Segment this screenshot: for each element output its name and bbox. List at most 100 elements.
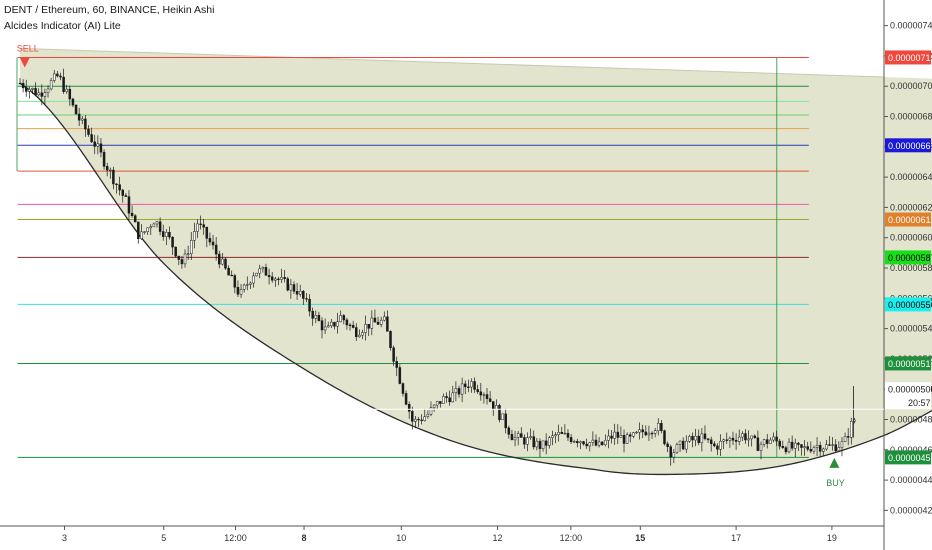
candle-body bbox=[351, 325, 355, 328]
candle-body bbox=[133, 215, 137, 223]
candle-body bbox=[638, 429, 641, 433]
candle-body bbox=[731, 437, 735, 441]
candle-body bbox=[706, 438, 710, 441]
candle-body bbox=[579, 441, 582, 444]
candle-body bbox=[367, 324, 370, 329]
candle-body bbox=[551, 435, 554, 439]
candle-body bbox=[146, 227, 149, 232]
candle-body bbox=[532, 436, 535, 448]
candle-body bbox=[616, 431, 620, 438]
candle-body bbox=[389, 331, 392, 349]
candle-body bbox=[233, 275, 237, 288]
candle-body bbox=[837, 447, 841, 452]
candle-body bbox=[657, 423, 660, 431]
buy-arrow bbox=[829, 457, 840, 468]
candle-body bbox=[557, 432, 560, 436]
candle-body bbox=[479, 391, 483, 396]
candle-body bbox=[572, 441, 576, 443]
candle-body bbox=[345, 319, 349, 326]
candle-body bbox=[130, 212, 134, 216]
candle-body bbox=[255, 272, 258, 277]
candle-body bbox=[52, 73, 56, 81]
candle-body bbox=[180, 259, 184, 265]
candle-body bbox=[685, 440, 688, 450]
candle-body bbox=[43, 92, 47, 97]
candle-body bbox=[750, 435, 753, 440]
candle-body bbox=[563, 432, 567, 435]
candle-body bbox=[429, 407, 433, 415]
candle-body bbox=[812, 447, 816, 452]
candle-body bbox=[127, 196, 131, 214]
candle-body bbox=[597, 441, 601, 446]
candle-body bbox=[161, 231, 165, 237]
candle-body bbox=[834, 444, 837, 452]
candle-body bbox=[507, 427, 511, 435]
candle-body bbox=[709, 439, 713, 444]
candle-body bbox=[828, 444, 831, 446]
candle-body bbox=[697, 435, 700, 443]
candle-body bbox=[463, 383, 467, 388]
candle-body bbox=[379, 319, 383, 325]
candle-body bbox=[68, 88, 72, 100]
candle-body bbox=[411, 411, 414, 422]
candle-body bbox=[333, 321, 336, 327]
candle-body bbox=[482, 394, 486, 396]
candle-body bbox=[189, 240, 193, 254]
candle-body bbox=[600, 441, 604, 445]
candle-body bbox=[747, 438, 750, 441]
candle-body bbox=[227, 267, 230, 276]
candle-body bbox=[376, 321, 380, 325]
candle-body bbox=[442, 396, 445, 404]
upper-boundary-line bbox=[19, 47, 885, 78]
candle-body bbox=[691, 436, 694, 441]
candle-body bbox=[205, 226, 209, 239]
candle-body bbox=[672, 452, 676, 458]
candle-body bbox=[339, 315, 342, 323]
candle-body bbox=[725, 439, 729, 441]
candle-body bbox=[850, 421, 853, 438]
candle-body bbox=[632, 432, 635, 437]
candle-body bbox=[492, 401, 495, 410]
candle-body bbox=[703, 433, 707, 439]
candle-body bbox=[109, 169, 112, 172]
candle-body bbox=[320, 320, 324, 331]
candle-body bbox=[261, 267, 265, 270]
candle-body bbox=[451, 392, 455, 403]
candle-body bbox=[386, 316, 389, 332]
candle-body bbox=[242, 284, 246, 290]
indicator-name: Alcides Indicator (AI) Lite bbox=[4, 20, 121, 32]
candle-body bbox=[193, 231, 196, 241]
candle-body bbox=[286, 278, 290, 291]
candle-body bbox=[74, 104, 78, 115]
candle-body bbox=[46, 88, 50, 93]
candle-body bbox=[560, 432, 563, 434]
candle-body bbox=[208, 238, 212, 243]
candle-body bbox=[741, 433, 744, 438]
candle-body bbox=[576, 441, 579, 444]
candle-body bbox=[815, 445, 819, 448]
candle-body bbox=[644, 431, 648, 436]
current-price-label: 0.00000500 bbox=[888, 385, 932, 395]
candle-body bbox=[457, 388, 461, 395]
price-tag bbox=[885, 297, 931, 312]
candle-body bbox=[775, 436, 778, 442]
price-tag bbox=[885, 138, 931, 153]
candle-body bbox=[669, 446, 672, 458]
candle-body bbox=[423, 416, 427, 421]
candle-body bbox=[330, 321, 333, 326]
candle-body bbox=[342, 315, 346, 321]
candle-body bbox=[373, 317, 377, 323]
candle-body bbox=[270, 276, 274, 281]
price-tag bbox=[885, 450, 931, 465]
candle-body bbox=[417, 418, 420, 421]
candle-body bbox=[588, 442, 592, 447]
candle-body bbox=[653, 430, 657, 434]
y-tick-label: 0.00000420 bbox=[890, 505, 932, 515]
candle-body bbox=[582, 441, 585, 445]
